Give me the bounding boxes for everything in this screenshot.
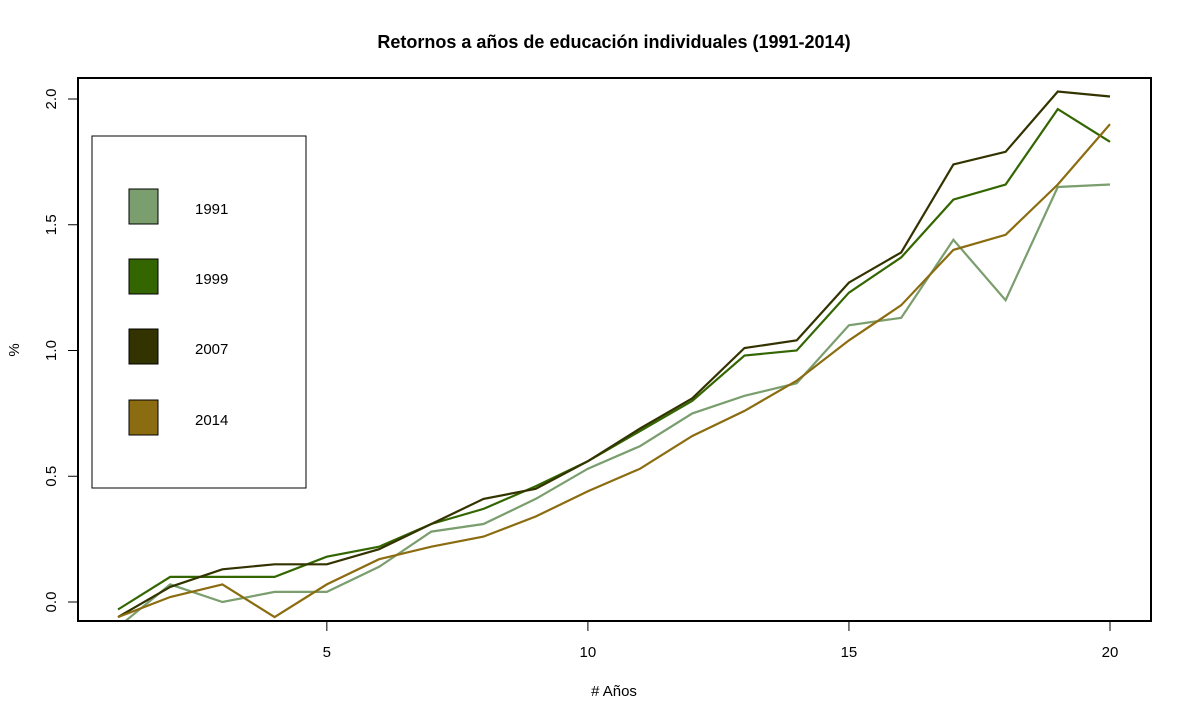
series-line-2014 [117, 123, 1111, 619]
plot-frame [77, 77, 1152, 622]
y-axis-label: % [6, 343, 23, 356]
x-tick-label: 15 [841, 644, 858, 661]
series-line-2007 [117, 90, 1111, 619]
y-tick-label: 1.0 [43, 340, 60, 361]
y-tick-label: 1.5 [43, 214, 60, 235]
x-tick-label: 5 [323, 644, 331, 661]
chart-title: Retornos a años de educación individuale… [377, 32, 850, 52]
legend-label: 2007 [195, 341, 228, 358]
x-tick-label: 20 [1102, 644, 1119, 661]
legend-box [91, 135, 307, 489]
legend-label: 1991 [195, 201, 228, 218]
legend-swatch-2014 [128, 399, 159, 436]
legend-label: 1999 [195, 271, 228, 288]
x-axis-label: # Años [591, 683, 637, 700]
series-lines [117, 90, 1111, 620]
legend-swatch-1999 [128, 258, 159, 295]
y-tick-label: 2.0 [43, 89, 60, 110]
y-axis: 0.0 0.5 1.0 1.5 2.0 [43, 89, 78, 613]
legend-swatch-2007 [128, 328, 159, 365]
x-tick-label: 10 [580, 644, 597, 661]
y-tick-label: 0.0 [43, 592, 60, 613]
y-tick-label: 0.5 [43, 466, 60, 487]
x-axis: 5 10 15 20 [323, 621, 1119, 661]
legend-label: 2014 [195, 412, 228, 429]
legend: 1991 1999 2007 2014 [91, 135, 307, 489]
legend-swatch-1991 [128, 188, 159, 225]
series-line-1991 [124, 183, 1111, 620]
